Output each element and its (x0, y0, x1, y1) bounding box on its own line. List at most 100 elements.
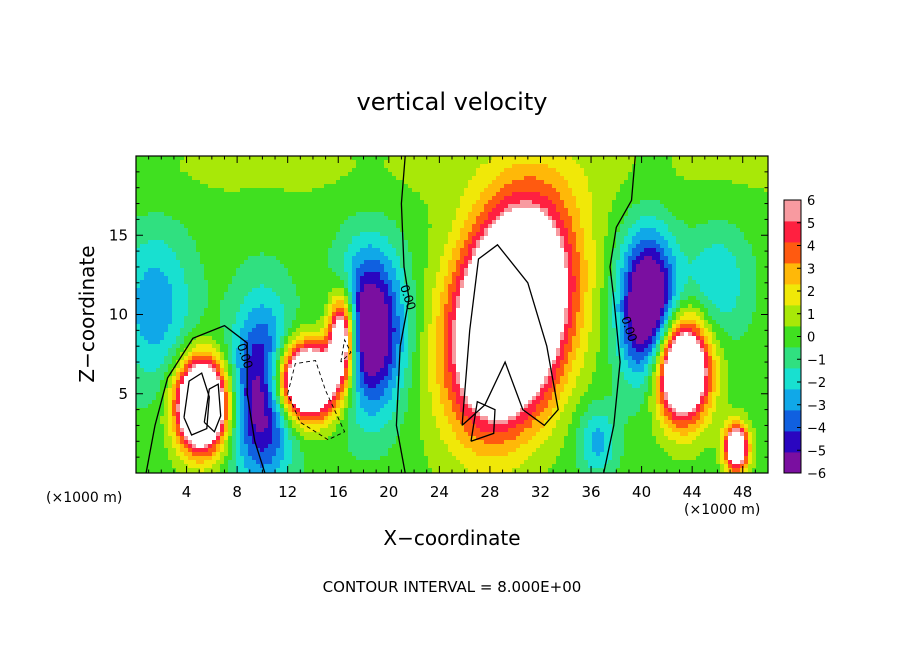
field-cell (664, 248, 673, 253)
field-cell (240, 396, 245, 401)
field-cell (476, 216, 489, 221)
field-cell (136, 300, 173, 305)
field-cell (400, 368, 405, 373)
field-cell (568, 232, 577, 237)
field-cell (224, 396, 229, 401)
field-cell (384, 212, 429, 217)
field-cell (276, 408, 281, 413)
field-cell (468, 272, 569, 277)
field-cell (748, 456, 753, 461)
field-cell (352, 396, 357, 401)
field-cell (716, 376, 721, 381)
field-cell (756, 260, 768, 265)
field-cell (676, 264, 737, 269)
field-cell (356, 380, 361, 385)
field-cell (576, 456, 585, 461)
field-cell (728, 396, 768, 401)
field-cell (656, 340, 661, 345)
field-cell (392, 340, 401, 345)
field-cell (288, 376, 341, 381)
field-cell (744, 232, 768, 237)
field-cell (464, 220, 477, 225)
field-cell (476, 436, 517, 441)
field-cell (288, 348, 293, 353)
field-cell (180, 380, 185, 385)
field-cell (284, 436, 289, 441)
field-cell (708, 312, 753, 317)
field-cell (460, 264, 469, 269)
field-cell (384, 364, 389, 369)
field-cell (436, 280, 445, 285)
field-cell (216, 448, 221, 453)
field-cell (604, 436, 613, 441)
field-cell (604, 280, 609, 285)
field-cell (420, 336, 429, 341)
field-cell (288, 364, 293, 369)
field-cell (676, 268, 741, 273)
field-cell (328, 320, 333, 325)
field-cell (572, 224, 581, 229)
field-cell (188, 228, 341, 233)
field-cell (388, 256, 401, 261)
field-cell (364, 288, 381, 293)
field-cell (172, 368, 177, 373)
field-cell (652, 388, 657, 393)
field-cell (424, 292, 433, 297)
field-cell (444, 312, 449, 317)
field-cell (572, 296, 581, 301)
field-cell (540, 428, 553, 433)
field-cell (660, 268, 669, 273)
field-cell (248, 428, 257, 433)
field-cell (340, 412, 345, 417)
field-cell (752, 460, 757, 465)
field-cell (472, 240, 477, 245)
field-cell (284, 452, 293, 457)
field-cell (268, 416, 273, 421)
field-cell (728, 444, 745, 449)
field-cell (136, 156, 185, 161)
field-cell (664, 412, 673, 417)
field-cell (656, 384, 661, 389)
field-cell (588, 408, 641, 413)
field-cell (632, 284, 665, 289)
field-cell (300, 444, 349, 449)
contour-labels: 0.000.000.00 (234, 283, 640, 370)
field-cell (388, 308, 393, 313)
field-cell (528, 416, 537, 421)
field-cell (436, 332, 445, 337)
field-cell (332, 300, 337, 305)
field-cell (564, 236, 569, 241)
field-cell (344, 324, 349, 329)
field-cell (628, 296, 665, 301)
field-cell (612, 364, 621, 369)
field-cell (728, 364, 768, 369)
colorbar-tick-label: 5 (807, 217, 815, 232)
field-cell (564, 404, 577, 409)
field-cell (664, 252, 673, 257)
field-cell (704, 332, 713, 337)
field-cell (644, 400, 649, 405)
field-cell (580, 216, 593, 221)
field-cell (280, 352, 285, 357)
field-cell (448, 272, 453, 277)
field-cell (512, 192, 541, 197)
field-cell (136, 176, 193, 181)
field-cell (608, 332, 617, 337)
field-cell (744, 440, 749, 445)
field-cell (252, 380, 261, 385)
field-cell (348, 296, 353, 301)
field-cell (276, 316, 285, 321)
field-cell (656, 364, 661, 369)
field-cell (164, 412, 169, 417)
field-cell (568, 312, 573, 317)
field-cell (664, 280, 669, 285)
field-cell (352, 352, 357, 357)
field-cell (136, 356, 165, 361)
field-cell (324, 184, 409, 189)
field-cell (612, 388, 649, 393)
field-cell (376, 284, 389, 289)
field-cell (564, 224, 573, 229)
field-cell (356, 344, 361, 349)
field-cell (292, 360, 345, 365)
field-cell (452, 336, 457, 341)
